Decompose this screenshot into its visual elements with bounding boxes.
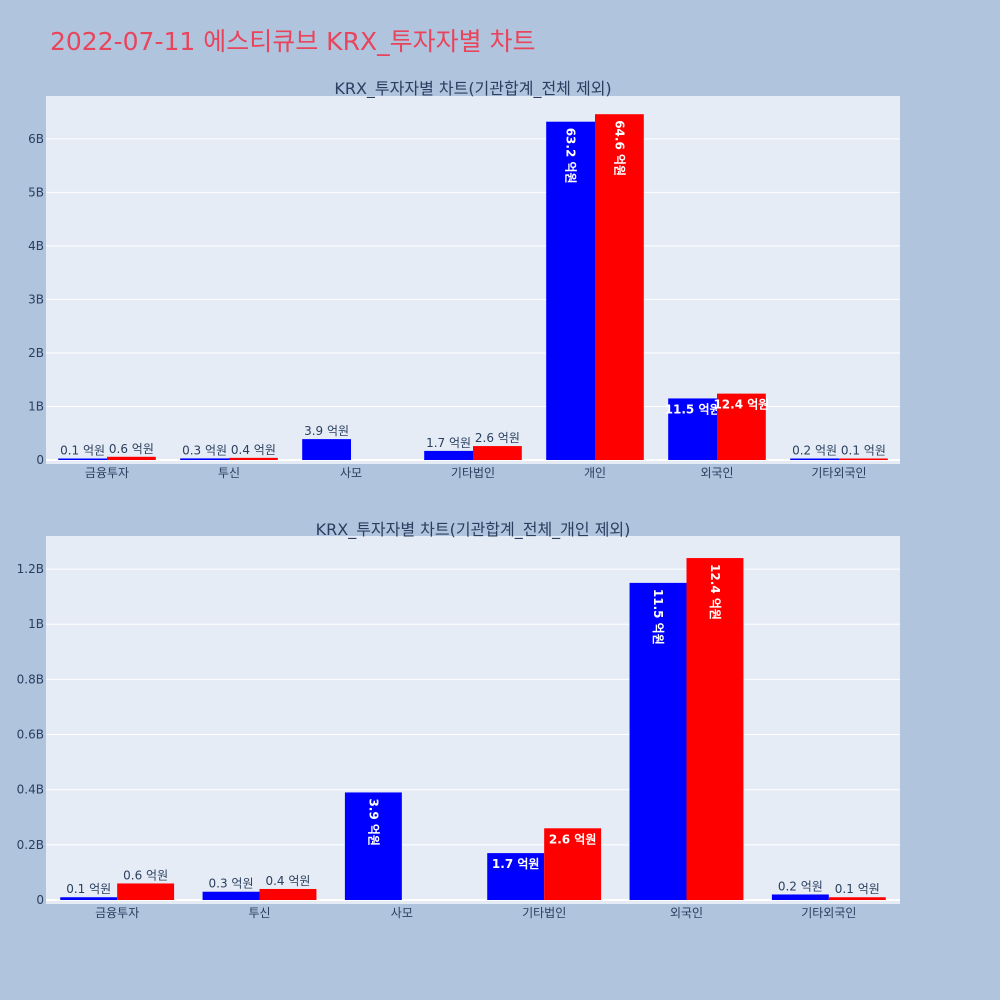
- bar: [544, 828, 602, 900]
- data-label: 63.2 억원: [564, 128, 578, 184]
- x-tick-label: 개인: [584, 466, 606, 480]
- bar: [344, 792, 402, 900]
- bar: [595, 114, 644, 460]
- bar: [771, 894, 829, 900]
- x-tick-label: 투신: [218, 466, 240, 480]
- data-label: 0.2 억원: [778, 879, 823, 893]
- x-tick-label: 금융투자: [95, 906, 139, 920]
- data-label: 2.6 억원: [549, 832, 597, 846]
- bar: [424, 450, 473, 460]
- y-tick-label: 0: [36, 893, 44, 907]
- data-label: 11.5 억원: [665, 402, 721, 416]
- y-tick-label: 0.2B: [17, 838, 44, 852]
- bar: [117, 883, 175, 900]
- data-label: 12.4 억원: [713, 398, 769, 412]
- data-label: 0.6 억원: [123, 868, 168, 882]
- y-tick-label: 5B: [28, 185, 44, 199]
- bar: [473, 446, 522, 460]
- bar: [302, 439, 351, 460]
- x-tick-label: 외국인: [670, 906, 703, 920]
- data-label: 0.1 억원: [835, 882, 880, 896]
- data-label: 3.9 억원: [366, 798, 380, 846]
- data-label: 0.3 억원: [182, 443, 227, 457]
- data-label: 1.7 억원: [492, 857, 540, 871]
- chart-title: KRX_투자자별 차트(기관합계_전체 제외): [334, 79, 611, 99]
- chart-title: KRX_투자자별 차트(기관합계_전체_개인 제외): [316, 520, 631, 540]
- bar: [107, 456, 156, 460]
- data-label: 0.1 억원: [60, 444, 105, 458]
- x-tick-label: 사모: [340, 466, 362, 480]
- chart-top: 0 1B 2B 3B 4B 5B 6B KRX_투자자별 차트(기관합계_전체 제외) 금융투자…: [28, 79, 900, 480]
- x-tick-label: 외국인: [700, 466, 733, 480]
- y-tick-label: 0.4B: [17, 783, 44, 797]
- x-tick-label: 사모: [391, 906, 413, 920]
- data-label: 0.4 억원: [265, 874, 310, 888]
- x-tick-label: 금융투자: [85, 466, 129, 480]
- bar: [790, 458, 839, 460]
- y-tick-label: 3B: [28, 292, 44, 306]
- data-label: 0.2 억원: [792, 444, 837, 458]
- bar: [202, 891, 260, 900]
- bar: [668, 398, 717, 460]
- chart-bottom: 0 0.2B 0.4B 0.6B 0.8B 1B 1.2B KRX_투자자별 차트(기관합계_…: [17, 520, 900, 920]
- data-label: 0.1 억원: [66, 882, 111, 896]
- data-label: 3.9 억원: [304, 424, 349, 438]
- data-label: 12.4 억원: [708, 564, 722, 620]
- y-tick-label: 0.6B: [17, 728, 44, 742]
- data-label: 0.1 억원: [841, 444, 886, 458]
- bar: [686, 558, 744, 900]
- x-tick-label: 기타외국인: [811, 466, 866, 480]
- data-label: 0.3 억원: [209, 877, 254, 891]
- data-label: 64.6 억원: [612, 120, 626, 176]
- x-tick-label: 기타외국인: [801, 906, 856, 920]
- bar: [828, 897, 886, 900]
- plot-area: [46, 96, 900, 464]
- data-label: 11.5 억원: [651, 589, 665, 645]
- bar: [487, 853, 545, 900]
- bar: [546, 121, 595, 460]
- data-label: 0.4 억원: [231, 443, 276, 457]
- y-tick-label: 0: [36, 453, 44, 467]
- bar: [60, 897, 118, 900]
- data-label: 2.6 억원: [475, 431, 520, 445]
- y-tick-label: 0.8B: [17, 672, 44, 686]
- x-tick-label: 투신: [248, 906, 270, 920]
- bar: [180, 458, 229, 460]
- x-tick-label: 기타법인: [451, 466, 495, 480]
- bar: [259, 888, 317, 900]
- bar: [629, 582, 687, 900]
- bar: [58, 458, 107, 460]
- y-tick-label: 4B: [28, 239, 44, 253]
- plot-area: [46, 536, 900, 904]
- bar: [229, 457, 278, 460]
- y-tick-label: 6B: [28, 132, 44, 146]
- y-tick-label: 1.2B: [17, 562, 44, 576]
- y-tick-label: 1B: [28, 617, 44, 631]
- bar: [717, 393, 766, 460]
- data-label: 1.7 억원: [426, 436, 471, 450]
- page-title: 2022-07-11 에스티큐브 KRX_투자자별 차트: [50, 27, 536, 56]
- y-tick-label: 1B: [28, 399, 44, 413]
- y-tick-label: 2B: [28, 346, 44, 360]
- bar: [839, 458, 888, 460]
- x-tick-label: 기타법인: [522, 906, 566, 920]
- data-label: 0.6 억원: [109, 442, 154, 456]
